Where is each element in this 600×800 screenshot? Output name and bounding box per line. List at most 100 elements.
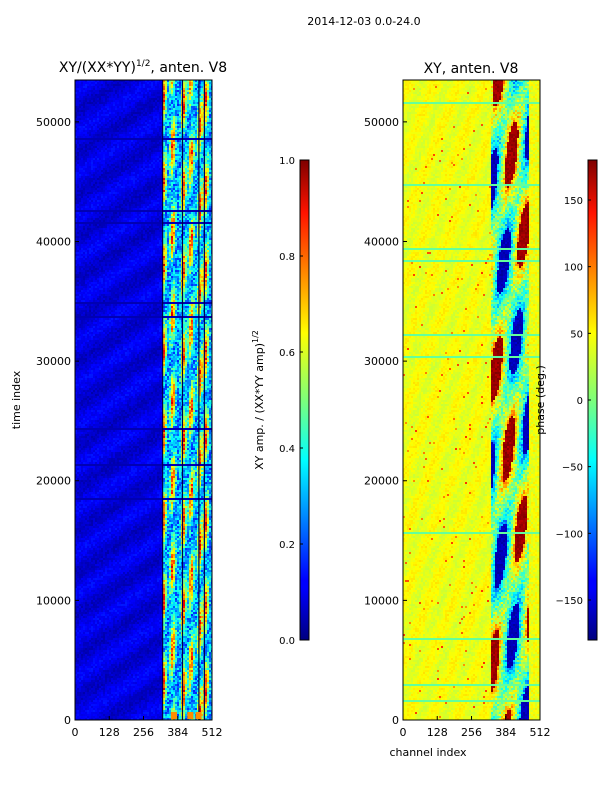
amplitude-heatmap-cell <box>147 134 149 136</box>
amplitude-heatmap-cell <box>95 222 97 224</box>
amplitude-heatmap-cell <box>173 98 175 100</box>
amplitude-heatmap-cell <box>167 146 169 148</box>
amplitude-heatmap-cell <box>87 206 89 208</box>
amplitude-heatmap-cell <box>139 208 141 210</box>
amplitude-heatmap-cell <box>163 190 165 192</box>
amplitude-heatmap-cell <box>101 112 103 114</box>
amplitude-heatmap-cell <box>137 150 139 152</box>
amplitude-heatmap-cell <box>153 216 155 218</box>
amplitude-heatmap-cell <box>171 98 173 100</box>
amplitude-heatmap-cell <box>99 88 101 90</box>
amplitude-heatmap-cell <box>99 82 101 84</box>
amplitude-heatmap-cell <box>129 208 131 210</box>
amplitude-heatmap-cell <box>167 110 169 112</box>
amplitude-heatmap-cell <box>209 172 211 174</box>
amplitude-heatmap-cell <box>205 176 207 178</box>
amplitude-heatmap-cell <box>135 104 137 106</box>
amplitude-heatmap-cell <box>75 186 77 188</box>
amplitude-heatmap-cell <box>123 208 125 210</box>
amplitude-heatmap-cell <box>109 172 111 174</box>
amplitude-heatmap-cell <box>145 106 147 108</box>
amplitude-heatmap-cell <box>169 124 171 126</box>
amplitude-heatmap-cell <box>155 94 157 96</box>
amplitude-heatmap-cell <box>185 196 187 198</box>
amplitude-heatmap-cell <box>127 122 129 124</box>
amplitude-heatmap-cell <box>137 86 139 88</box>
amplitude-heatmap-cell <box>89 160 91 162</box>
amplitude-heatmap-cell <box>201 124 203 126</box>
amplitude-heatmap-cell <box>179 148 181 150</box>
amplitude-heatmap-cell <box>93 92 95 94</box>
amplitude-heatmap-cell <box>97 154 99 156</box>
amplitude-heatmap-cell <box>195 112 197 114</box>
amplitude-heatmap-cell <box>167 126 169 128</box>
amplitude-heatmap-cell <box>197 102 199 104</box>
amplitude-heatmap-cell <box>121 158 123 160</box>
amplitude-heatmap-cell <box>101 104 103 106</box>
amplitude-heatmap-cell <box>185 172 187 174</box>
amplitude-heatmap-cell <box>141 176 143 178</box>
amplitude-heatmap-cell <box>101 166 103 168</box>
amplitude-heatmap-cell <box>147 130 149 132</box>
amplitude-heatmap-cell <box>121 182 123 184</box>
amplitude-heatmap-cell <box>107 126 109 128</box>
amplitude-heatmap-cell <box>95 90 97 92</box>
amplitude-heatmap-cell <box>151 112 153 114</box>
amplitude-heatmap-cell <box>201 198 203 200</box>
amplitude-heatmap-cell <box>115 204 117 206</box>
amplitude-heatmap-cell <box>197 156 199 158</box>
amplitude-heatmap-cell <box>133 132 135 134</box>
amplitude-heatmap-cell <box>115 136 117 138</box>
amplitude-heatmap-cell <box>151 106 153 108</box>
amplitude-heatmap-cell <box>189 220 191 222</box>
amplitude-heatmap-cell <box>187 162 189 164</box>
amplitude-heatmap-cell <box>145 92 147 94</box>
amplitude-heatmap-cell <box>75 168 77 170</box>
amplitude-heatmap-cell <box>141 144 143 146</box>
amplitude-heatmap-cell <box>199 124 201 126</box>
amplitude-heatmap-cell <box>99 174 101 176</box>
amplitude-heatmap-cell <box>87 104 89 106</box>
amplitude-heatmap-cell <box>97 214 99 216</box>
amplitude-heatmap-cell <box>139 220 141 222</box>
amplitude-heatmap-cell <box>93 174 95 176</box>
amplitude-heatmap-cell <box>123 170 125 172</box>
amplitude-heatmap-cell <box>123 150 125 152</box>
amplitude-heatmap-cell <box>163 128 165 130</box>
amplitude-heatmap-cell <box>163 122 165 124</box>
amplitude-heatmap-cell <box>141 152 143 154</box>
amplitude-heatmap-cell <box>167 214 169 216</box>
amplitude-heatmap-cell <box>123 162 125 164</box>
amplitude-heatmap-cell <box>115 182 117 184</box>
amplitude-heatmap-cell <box>167 102 169 104</box>
amplitude-heatmap-cell <box>129 188 131 190</box>
amplitude-heatmap-cell <box>149 142 151 144</box>
amplitude-heatmap-cell <box>175 168 177 170</box>
amplitude-heatmap-cell <box>127 194 129 196</box>
amplitude-heatmap-cell <box>115 180 117 182</box>
amplitude-heatmap-cell <box>167 160 169 162</box>
amplitude-heatmap-cell <box>111 198 113 200</box>
amplitude-heatmap-cell <box>133 178 135 180</box>
amplitude-heatmap-cell <box>77 154 79 156</box>
amplitude-heatmap-cell <box>81 96 83 98</box>
amplitude-heatmap-cell <box>171 180 173 182</box>
amplitude-heatmap-cell <box>153 118 155 120</box>
amplitude-heatmap-cell <box>109 168 111 170</box>
amplitude-heatmap-cell <box>157 120 159 122</box>
amplitude-heatmap-cell <box>149 216 151 218</box>
amplitude-heatmap-cell <box>149 102 151 104</box>
amplitude-heatmap-cell <box>165 162 167 164</box>
amplitude-heatmap-cell <box>137 176 139 178</box>
amplitude-heatmap-cell <box>129 220 131 222</box>
amplitude-heatmap-cell <box>165 142 167 144</box>
amplitude-heatmap-cell <box>109 186 111 188</box>
amplitude-heatmap-cell <box>105 144 107 146</box>
amplitude-heatmap-cell <box>199 190 201 192</box>
amplitude-heatmap-cell <box>81 204 83 206</box>
amplitude-heatmap-cell <box>189 152 191 154</box>
amplitude-heatmap-cell <box>111 202 113 204</box>
amplitude-heatmap-cell <box>201 130 203 132</box>
amplitude-heatmap-cell <box>201 206 203 208</box>
amplitude-heatmap-cell <box>83 104 85 106</box>
